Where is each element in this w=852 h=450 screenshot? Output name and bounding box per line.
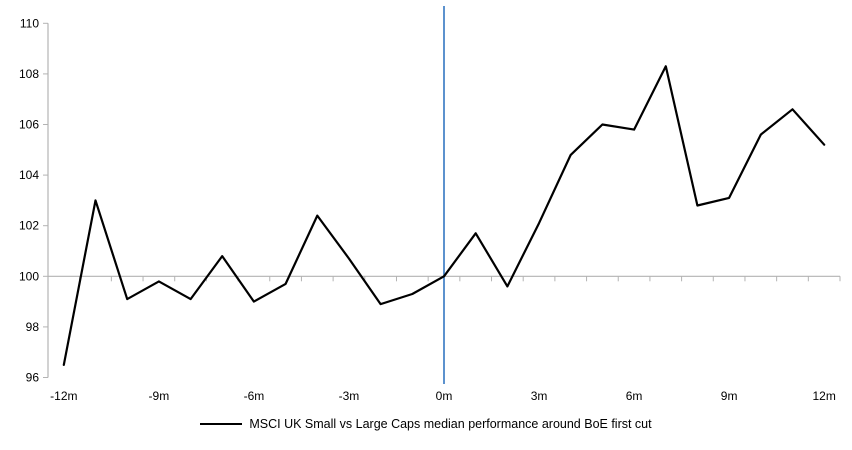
x-tick-label: 9m <box>721 389 738 403</box>
legend-label: MSCI UK Small vs Large Caps median perfo… <box>249 417 652 431</box>
line-chart: -12m -9m -6m -3m 0m 3m 6m 9m 12m1101081061041021… <box>19 6 841 403</box>
x-tick-label: 6m <box>626 389 643 403</box>
y-tick-label: 100 <box>19 269 39 283</box>
y-tick-label: 106 <box>19 118 39 132</box>
y-tick-label: 108 <box>19 67 39 81</box>
y-tick-label: 110 <box>20 16 39 30</box>
x-tick-label: -3m <box>339 389 360 403</box>
x-tick-label: -9m <box>149 389 170 403</box>
x-axis: -12m -9m -6m -3m 0m 3m 6m 9m 12m <box>47 275 841 403</box>
y-tick-label: 96 <box>26 371 40 385</box>
x-tick-label: -12m <box>50 389 77 403</box>
x-tick-label: 12m <box>812 389 835 403</box>
y-tick-label: 102 <box>19 219 39 233</box>
x-tick-label: 0m <box>436 389 453 403</box>
x-tick-label: 3m <box>531 389 548 403</box>
y-axis: 110 108 106 104 102 100 98 96 <box>19 16 49 385</box>
y-tick-label: 104 <box>19 168 39 182</box>
legend: MSCI UK Small vs Large Caps median perfo… <box>0 417 852 431</box>
x-tick-label: -6m <box>244 389 265 403</box>
y-tick-label: 98 <box>26 320 40 334</box>
series-line <box>62 65 826 366</box>
legend-line-icon <box>200 423 243 425</box>
